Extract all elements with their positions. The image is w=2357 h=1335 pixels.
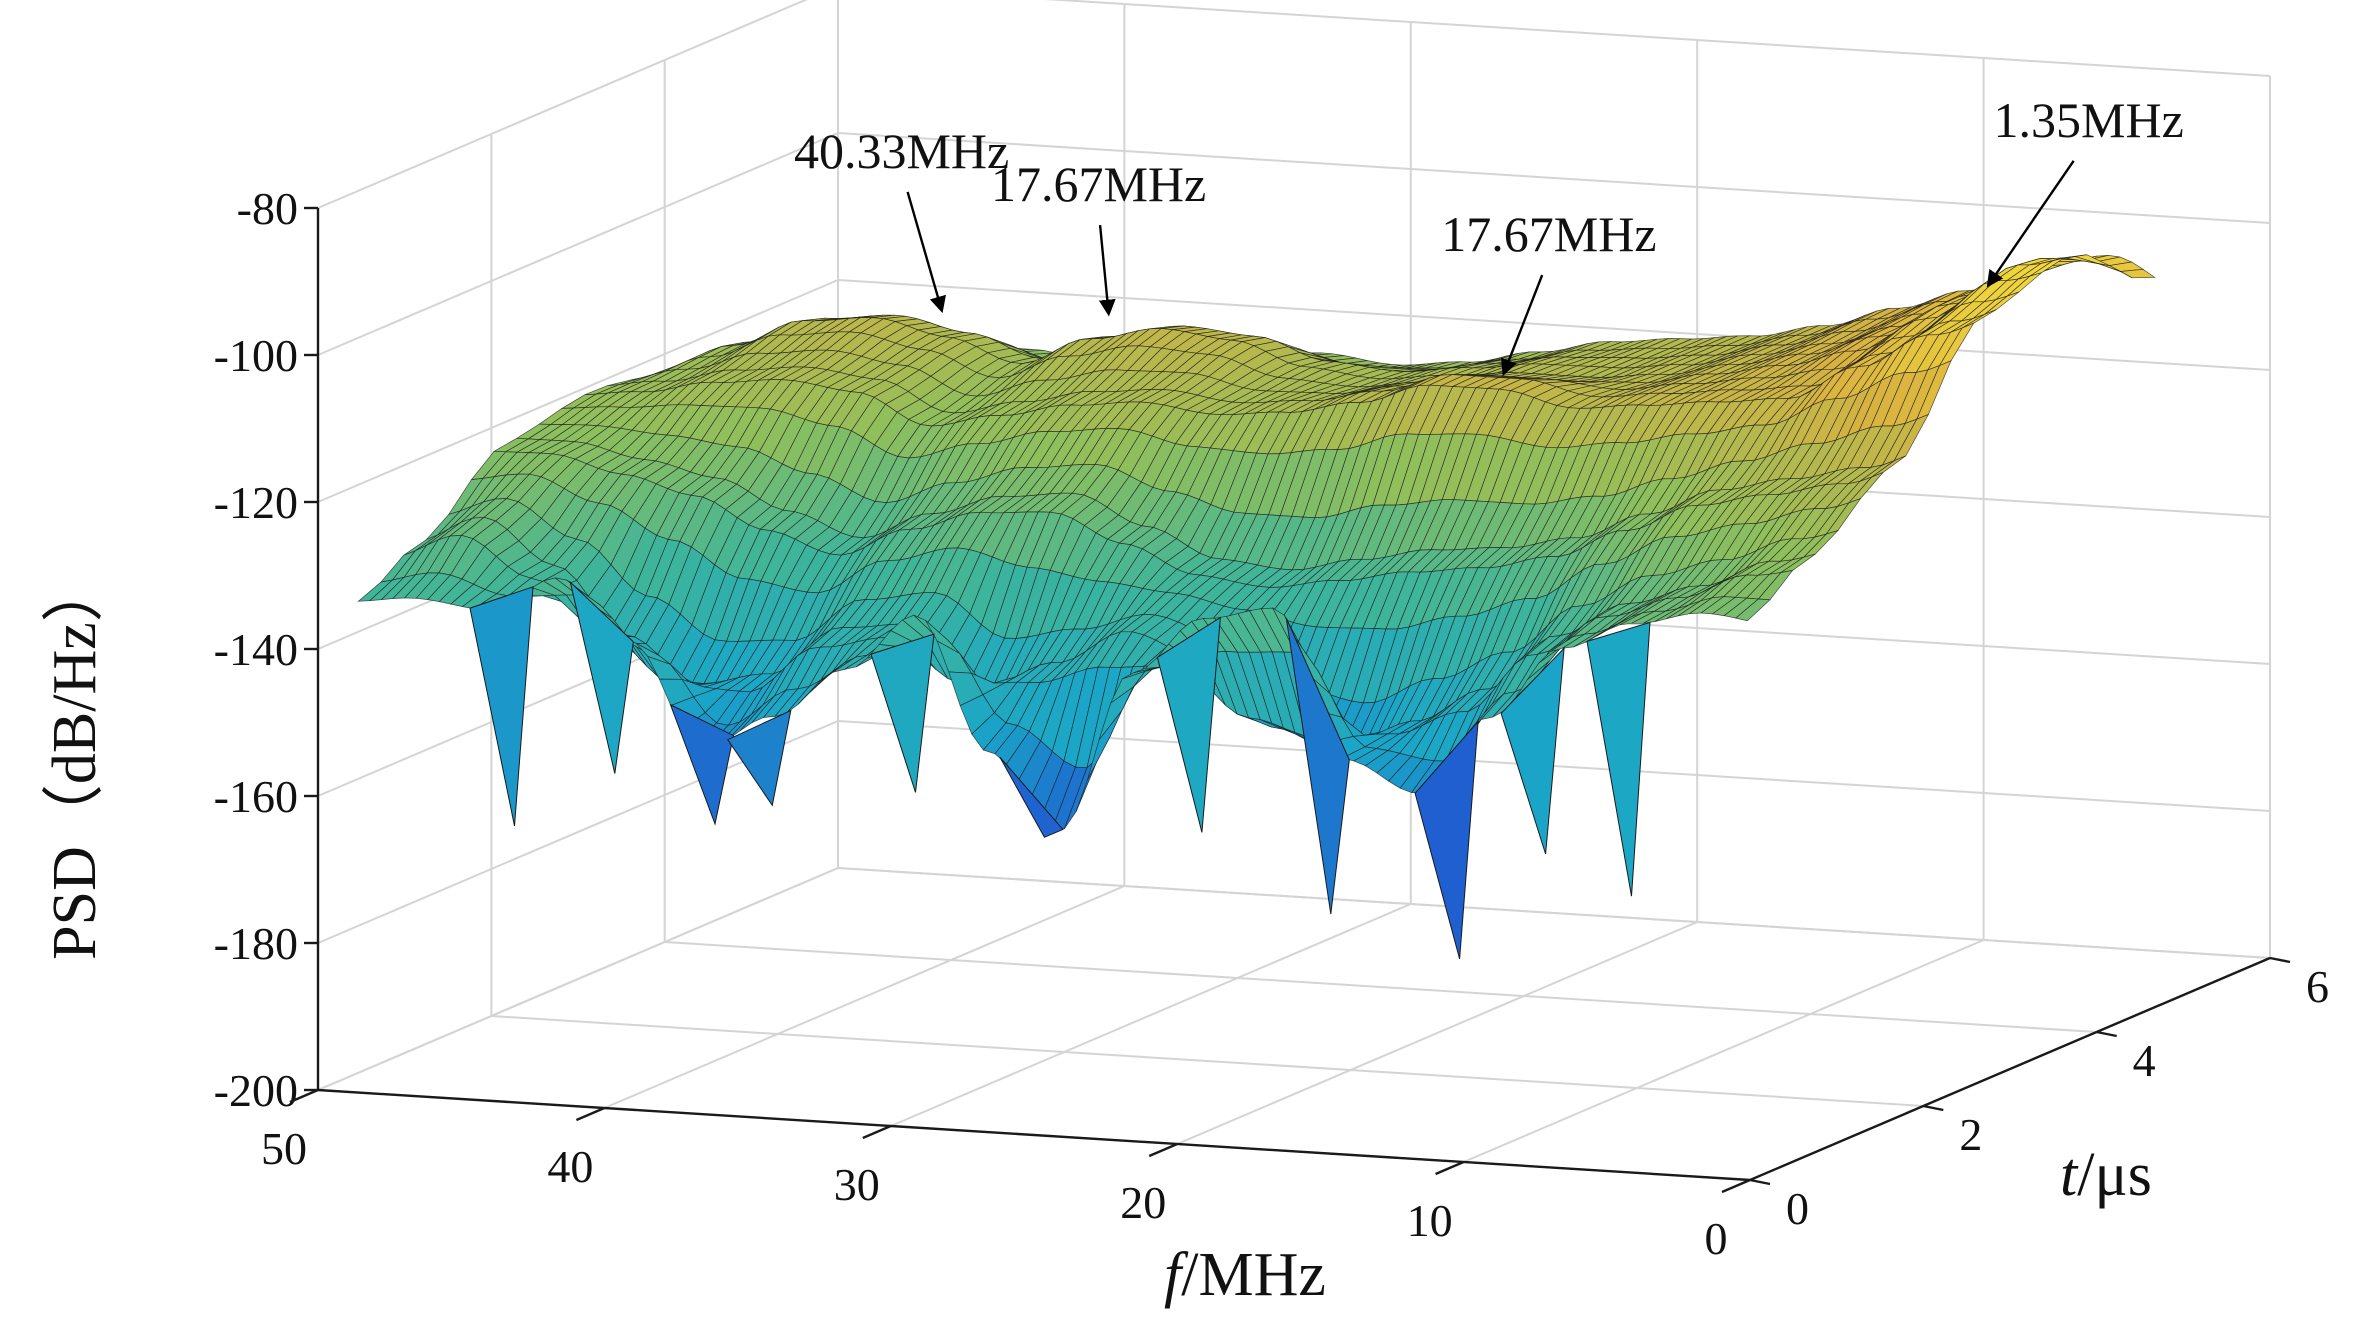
z-tick-label: -140 [214, 624, 298, 675]
surface-dip [999, 756, 1064, 838]
grid-line-floor-t [491, 1015, 1924, 1107]
annotation-label: 17.67MHz [991, 156, 1206, 212]
grid-line-back-z [837, 132, 2271, 224]
y-axis-title-symbol: t [2060, 1141, 2079, 1209]
z-tick-label: -180 [214, 918, 298, 969]
grid-line-floor-t [664, 941, 2097, 1033]
grid-line-floor-f [890, 903, 1412, 1127]
y-tick-mark [1749, 1178, 1771, 1186]
x-tick-label: 10 [1407, 1195, 1453, 1246]
z-tick-label: -120 [214, 477, 298, 528]
grid-line-back-z [1044, 0, 2271, 77]
surface-dip [727, 709, 792, 807]
grid-line-left-z [317, 279, 839, 503]
z-tick-label: -100 [214, 330, 298, 381]
x-tick-mark [1435, 1160, 1465, 1176]
y-tick-label: 2 [1959, 1109, 1982, 1160]
x-tick-label: 30 [834, 1159, 880, 1210]
grid-line-floor-t [837, 867, 2271, 959]
y-tick-label: 4 [2133, 1035, 2156, 1086]
surface-dip [1156, 616, 1221, 833]
annotation-arrow [1986, 160, 2075, 288]
z-tick-label: -160 [214, 771, 298, 822]
annotation-arrow [906, 191, 946, 314]
x-axis-title-unit: /MHz [1181, 1241, 1326, 1309]
y-tick-mark [1923, 1104, 1944, 1112]
x-tick-mark [1721, 1178, 1751, 1194]
surface-dip [669, 703, 735, 826]
x-tick-mark [1148, 1142, 1178, 1158]
y-tick-label: 0 [1786, 1183, 1809, 1234]
x-axis-line [317, 1088, 1751, 1182]
annotation-label: 17.67MHz [1441, 206, 1656, 262]
surface-dip [1586, 621, 1651, 897]
grid-line-left-z [317, 0, 808, 209]
x-tick-mark [862, 1124, 892, 1140]
grid-line-back-z [837, 279, 2271, 371]
y-axis-title-unit: /μs [2077, 1141, 2152, 1209]
z-axis-title: PSD（dB/Hz） [41, 560, 109, 960]
surface [357, 254, 2156, 960]
z-tick-label: -80 [237, 183, 298, 234]
surface-dip [870, 633, 935, 793]
annotation-arrow [1098, 224, 1116, 317]
grid-line-floor-f [604, 885, 1125, 1109]
z-tick-label: -200 [214, 1065, 298, 1116]
x-tick-mark [289, 1088, 319, 1104]
y-tick-mark [2096, 1030, 2117, 1038]
x-tick-label: 50 [261, 1123, 307, 1174]
surface-dip [1500, 646, 1565, 855]
surface-dip [569, 580, 634, 774]
annotation-label: 1.35MHz [1994, 92, 2184, 148]
surface-dip [1285, 617, 1350, 915]
y-axis-title: t/μs [2060, 1141, 2152, 1209]
grid-line-floor-f [1463, 939, 1984, 1163]
grid-line-floor-f [1176, 921, 1698, 1145]
annotation-arrow [1500, 274, 1544, 377]
grid-line-floor-f [317, 867, 839, 1091]
surface-dip [1414, 720, 1479, 960]
x-tick-mark [575, 1106, 605, 1122]
x-tick-label: 0 [1705, 1213, 1728, 1264]
surface-patch [1735, 598, 1771, 622]
x-tick-label: 20 [1120, 1177, 1166, 1228]
annotation-label: 40.33MHz [794, 123, 1009, 179]
tick-labels: -80 -100 -120 -140 -160 -180 -200 50 40 30 20 10 0 0 2… [214, 183, 2329, 1264]
surface-dip [469, 586, 534, 827]
grid-line-left-z [317, 132, 839, 356]
y-tick-label: 6 [2306, 961, 2329, 1012]
x-axis-title: f/MHz [1164, 1241, 1326, 1309]
y-tick-mark [2269, 956, 2291, 964]
y-axis-line [1749, 956, 2271, 1182]
x-tick-label: 40 [547, 1141, 593, 1192]
